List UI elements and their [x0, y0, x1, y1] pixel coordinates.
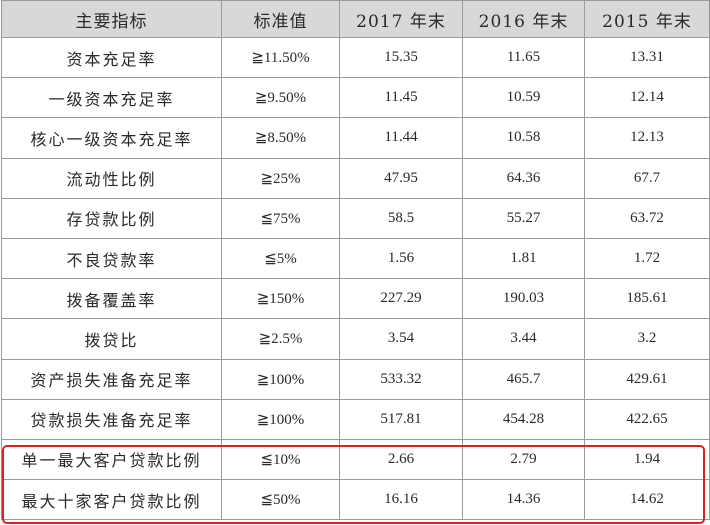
value-2016-cell: 10.59	[462, 77, 585, 119]
value-2016-cell: 55.27	[462, 197, 585, 239]
indicator-cell: 资产损失准备充足率	[1, 358, 222, 400]
table-row: 单一最大客户贷款比例 ≦10% 2.66 2.79 1.94	[1, 438, 710, 481]
table-row: 流动性比例 ≧25% 47.95 64.36 67.7	[1, 157, 710, 199]
table-row: 不良贷款率 ≦5% 1.56 1.81 1.72	[1, 237, 710, 280]
table-row: 拨贷比 ≧2.5% 3.54 3.44 3.2	[1, 318, 710, 360]
header-2016: 2016 年末	[462, 0, 585, 38]
value-2015-cell: 3.2	[584, 318, 710, 360]
header-indicator: 主要指标	[1, 0, 222, 38]
value-2016-cell: 14.36	[462, 479, 585, 521]
header-2015: 2015 年末	[584, 0, 710, 38]
table-row: 存贷款比例 ≦75% 58.5 55.27 63.72	[1, 197, 710, 239]
value-2015-cell: 1.94	[584, 438, 710, 481]
table-row: 资本充足率 ≧11.50% 15.35 11.65 13.31	[1, 36, 710, 79]
indicator-cell: 资本充足率	[1, 36, 222, 79]
indicator-cell: 一级资本充足率	[1, 77, 222, 119]
table-row: 资产损失准备充足率 ≧100% 533.32 465.7 429.61	[1, 358, 710, 400]
table-row: 核心一级资本充足率 ≧8.50% 11.44 10.58 12.13	[1, 117, 710, 159]
value-2017-cell: 517.81	[339, 398, 463, 440]
value-2016-cell: 3.44	[462, 318, 585, 360]
standard-cell: ≧100%	[221, 358, 340, 400]
standard-cell: ≦50%	[221, 479, 340, 521]
indicator-cell: 单一最大客户贷款比例	[1, 438, 222, 481]
standard-cell: ≦75%	[221, 197, 340, 239]
indicator-cell: 存贷款比例	[1, 197, 222, 239]
standard-cell: ≦5%	[221, 237, 340, 280]
table-row: 贷款损失准备充足率 ≧100% 517.81 454.28 422.65	[1, 398, 710, 440]
value-2017-cell: 11.44	[339, 117, 463, 159]
value-2017-cell: 15.35	[339, 36, 463, 79]
value-2016-cell: 10.58	[462, 117, 585, 159]
value-2017-cell: 11.45	[339, 77, 463, 119]
standard-cell: ≧2.5%	[221, 318, 340, 360]
header-2017: 2017 年末	[339, 0, 463, 38]
value-2016-cell: 64.36	[462, 157, 585, 199]
value-2017-cell: 58.5	[339, 197, 463, 239]
value-2015-cell: 14.62	[584, 479, 710, 521]
standard-cell: ≧100%	[221, 398, 340, 440]
table-header-row: 主要指标 标准值 2017 年末 2016 年末 2015 年末	[1, 0, 710, 38]
value-2017-cell: 533.32	[339, 358, 463, 400]
value-2015-cell: 63.72	[584, 197, 710, 239]
value-2017-cell: 227.29	[339, 278, 463, 320]
value-2017-cell: 16.16	[339, 479, 463, 521]
value-2017-cell: 47.95	[339, 157, 463, 199]
value-2016-cell: 465.7	[462, 358, 585, 400]
indicator-cell: 贷款损失准备充足率	[1, 398, 222, 440]
value-2015-cell: 185.61	[584, 278, 710, 320]
value-2016-cell: 2.79	[462, 438, 585, 481]
indicator-cell: 拨备覆盖率	[1, 278, 222, 320]
indicator-cell: 核心一级资本充足率	[1, 117, 222, 159]
standard-cell: ≧11.50%	[221, 36, 340, 79]
standard-cell: ≧150%	[221, 278, 340, 320]
value-2015-cell: 13.31	[584, 36, 710, 79]
indicator-cell: 不良贷款率	[1, 237, 222, 280]
value-2015-cell: 1.72	[584, 237, 710, 280]
standard-cell: ≧25%	[221, 157, 340, 199]
standard-cell: ≧9.50%	[221, 77, 340, 119]
value-2015-cell: 67.7	[584, 157, 710, 199]
value-2017-cell: 2.66	[339, 438, 463, 481]
value-2016-cell: 454.28	[462, 398, 585, 440]
value-2017-cell: 3.54	[339, 318, 463, 360]
value-2016-cell: 11.65	[462, 36, 585, 79]
value-2017-cell: 1.56	[339, 237, 463, 280]
value-2016-cell: 190.03	[462, 278, 585, 320]
table-row: 一级资本充足率 ≧9.50% 11.45 10.59 12.14	[1, 77, 710, 119]
header-standard: 标准值	[221, 0, 340, 38]
standard-cell: ≧8.50%	[221, 117, 340, 159]
value-2015-cell: 12.13	[584, 117, 710, 159]
indicator-cell: 拨贷比	[1, 318, 222, 360]
table-row: 最大十家客户贷款比例 ≦50% 16.16 14.36 14.62	[1, 479, 710, 521]
value-2015-cell: 12.14	[584, 77, 710, 119]
indicator-cell: 最大十家客户贷款比例	[1, 479, 222, 521]
value-2015-cell: 429.61	[584, 358, 710, 400]
standard-cell: ≦10%	[221, 438, 340, 481]
indicator-cell: 流动性比例	[1, 157, 222, 199]
table-row: 拨备覆盖率 ≧150% 227.29 190.03 185.61	[1, 278, 710, 320]
value-2016-cell: 1.81	[462, 237, 585, 280]
value-2015-cell: 422.65	[584, 398, 710, 440]
